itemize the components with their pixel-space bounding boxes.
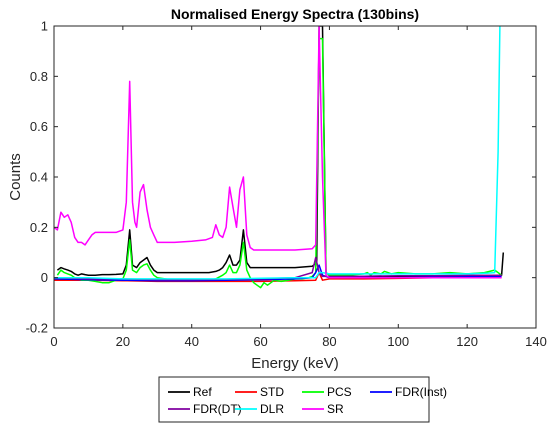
y-axis-label: Counts <box>7 153 24 201</box>
x-tick-label: 80 <box>322 334 336 349</box>
x-axis-label: Energy (keV) <box>251 355 339 372</box>
legend-box <box>158 376 430 423</box>
legend: Ref STD PCS FDR(Inst) FDR(DT) DLR SR <box>158 376 447 423</box>
legend-label: FDR(Inst) <box>395 385 447 399</box>
legend-label: Ref <box>193 385 212 399</box>
series-line-sr <box>54 26 502 279</box>
x-tick-label: 140 <box>525 334 547 349</box>
x-tick-label: 100 <box>387 334 409 349</box>
legend-entry: FDR(DT) <box>168 402 242 416</box>
legend-label: STD <box>260 385 284 399</box>
legend-entry: Ref <box>168 385 212 399</box>
tick-layer: 0 20 40 60 80 100 120 140-0.200.20.40.60.81 <box>26 19 547 350</box>
y-tick-label: 0.8 <box>30 69 48 84</box>
x-tick-label: 120 <box>456 334 478 349</box>
x-tick-label: 40 <box>184 334 198 349</box>
series-line-dlr <box>54 26 501 280</box>
series-layer <box>54 26 505 289</box>
y-tick-label: 0.2 <box>30 220 48 235</box>
y-tick-label: 0.4 <box>30 170 48 185</box>
legend-entry: DLR <box>235 402 284 416</box>
legend-label: SR <box>327 402 344 416</box>
x-tick-label: 0 <box>50 334 57 349</box>
legend-entry: PCS <box>302 385 352 399</box>
legend-label: FDR(DT) <box>193 402 242 416</box>
legend-entry: STD <box>235 385 284 399</box>
y-tick-label: 1 <box>41 19 48 34</box>
legend-entry: SR <box>302 402 344 416</box>
legend-label: DLR <box>260 402 284 416</box>
legend-entry: FDR(Inst) <box>370 385 447 399</box>
y-tick-label: 0 <box>41 270 48 285</box>
chart-title: Normalised Energy Spectra (130bins) <box>171 6 419 22</box>
legend-label: PCS <box>327 385 352 399</box>
y-tick-label: 0.6 <box>30 119 48 134</box>
y-tick-label: -0.2 <box>26 321 48 336</box>
x-tick-label: 60 <box>253 334 267 349</box>
x-tick-label: 20 <box>116 334 130 349</box>
